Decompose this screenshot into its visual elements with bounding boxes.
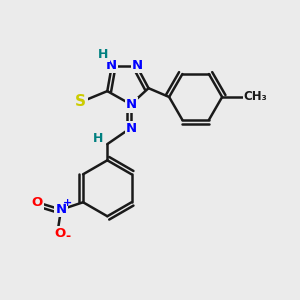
Text: H: H — [98, 48, 109, 62]
Text: N: N — [56, 202, 67, 215]
Text: N: N — [106, 59, 117, 72]
Text: CH₃: CH₃ — [243, 91, 267, 103]
Text: H: H — [93, 132, 104, 145]
Text: O: O — [54, 227, 65, 240]
Text: S: S — [75, 94, 86, 109]
Text: +: + — [63, 198, 72, 208]
Text: N: N — [126, 122, 137, 135]
Text: N: N — [126, 98, 137, 111]
Text: O: O — [32, 196, 43, 209]
Text: N: N — [132, 59, 143, 72]
Text: -: - — [66, 230, 71, 243]
